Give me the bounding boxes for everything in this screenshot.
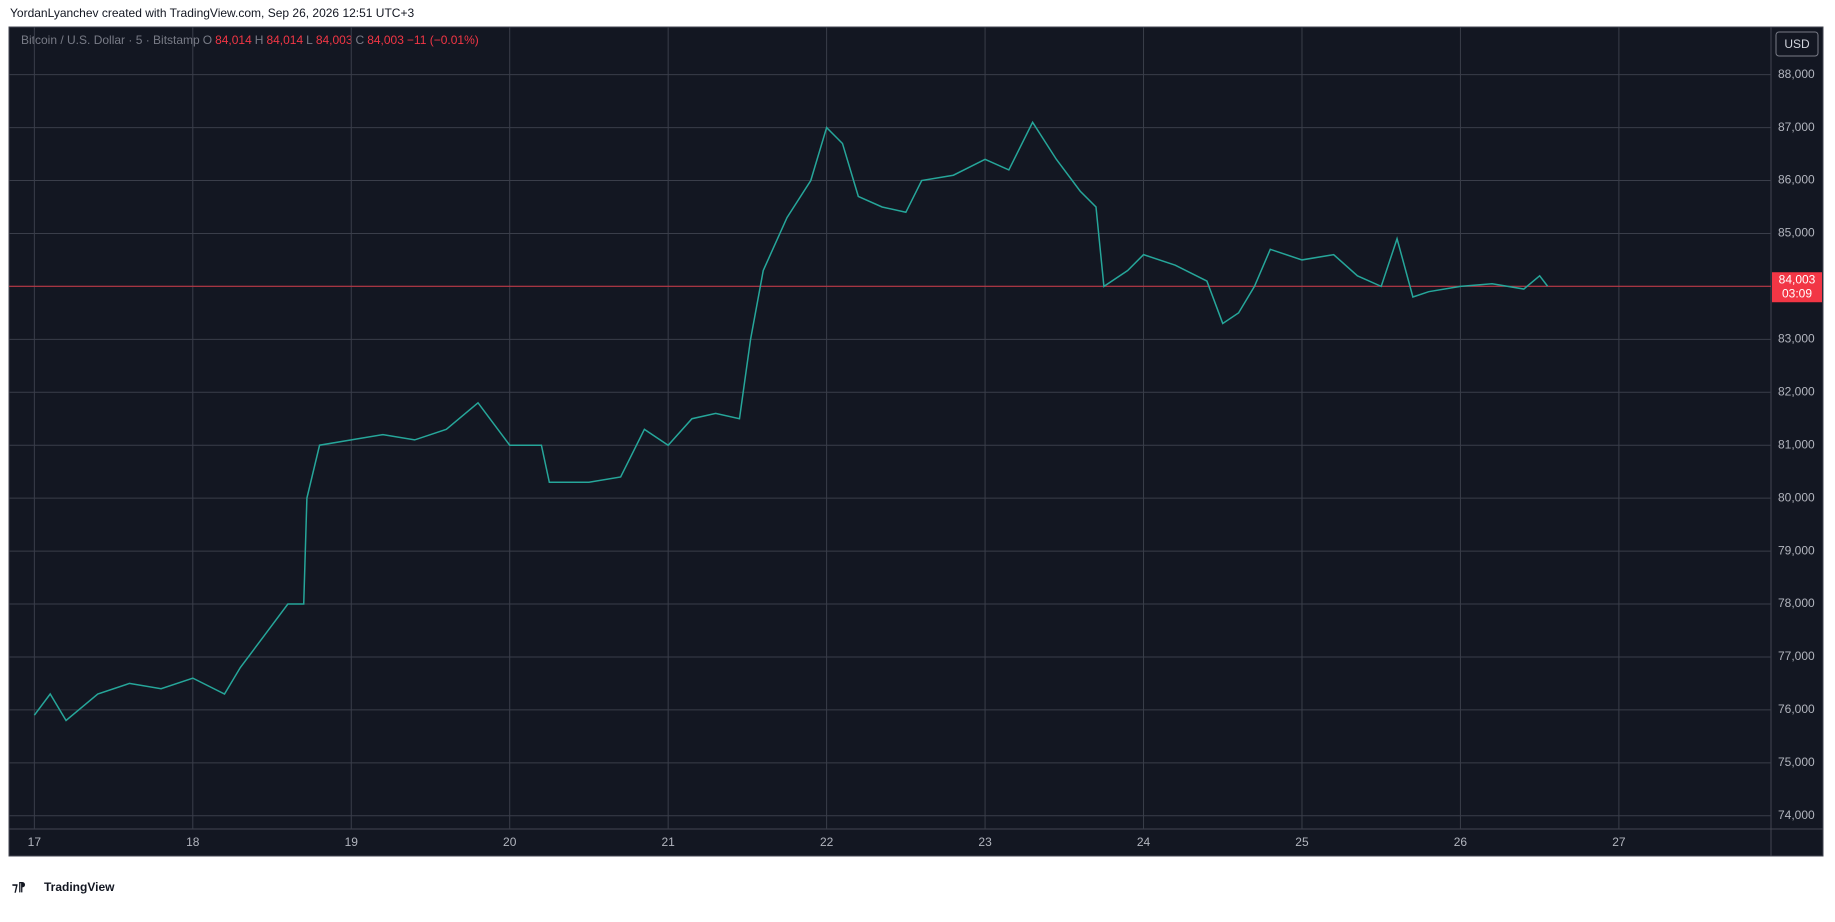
currency-label[interactable]: USD (1784, 37, 1810, 51)
x-tick-label: 27 (1612, 835, 1626, 849)
currency-button[interactable] (1775, 31, 1819, 57)
y-tick-label: 74,000 (1778, 808, 1815, 822)
y-tick-label: 81,000 (1778, 437, 1815, 451)
y-tick-label: 78,000 (1778, 596, 1815, 610)
y-tick-label: 86,000 (1778, 173, 1815, 187)
countdown-label: 03:09 (1782, 286, 1812, 300)
x-tick-label: 20 (503, 835, 517, 849)
y-tick-label: 85,000 (1778, 226, 1815, 240)
y-tick-label: 80,000 (1778, 490, 1815, 504)
ohlc-label: O (203, 33, 212, 47)
x-tick-label: 17 (28, 835, 42, 849)
ohlc-value: 84,003 (316, 33, 353, 47)
logo-mark: ⁊⁋ (12, 880, 26, 894)
ohlc-label: C (356, 33, 365, 47)
x-tick-label: 25 (1295, 835, 1309, 849)
y-tick-label: 77,000 (1778, 649, 1815, 663)
x-tick-label: 26 (1454, 835, 1468, 849)
x-tick-label: 23 (978, 835, 992, 849)
last-price-tag (1772, 272, 1822, 303)
x-tick-label: 24 (1137, 835, 1151, 849)
ohlc-label: H (255, 33, 264, 47)
ohlc-value: 84,014 (215, 33, 252, 47)
legend: Bitcoin / U.S. Dollar · 5 · Bitstamp O 84,… (21, 33, 479, 47)
price-line (33, 120, 1549, 722)
symbol: Bitcoin / U.S. Dollar · 5 · Bitstamp (21, 33, 200, 47)
x-tick-label: 21 (661, 835, 675, 849)
y-tick-label: 75,000 (1778, 755, 1815, 769)
y-tick-label: 83,000 (1778, 332, 1815, 346)
y-tick-label: 88,000 (1778, 67, 1815, 81)
ohlc-label: L (306, 33, 313, 47)
ohlc-value: 84,003 (367, 33, 404, 47)
y-tick-label: 87,000 (1778, 120, 1815, 134)
ohlc-value: 84,014 (266, 33, 303, 47)
logo-text: TradingView (44, 880, 115, 894)
chart-pane (8, 26, 1824, 857)
y-tick-label: 82,000 (1778, 384, 1815, 398)
last-price-label: 84,003 (1779, 272, 1816, 286)
x-tick-label: 22 (820, 835, 834, 849)
x-tick-label: 18 (186, 835, 200, 849)
logo: ⁊⁋ TradingView (12, 880, 115, 894)
x-tick-label: 19 (345, 835, 359, 849)
y-tick-label: 76,000 (1778, 702, 1815, 716)
attribution: YordanLyanchev created with TradingView.… (10, 6, 414, 20)
y-tick-label: 79,000 (1778, 543, 1815, 557)
change: −11 (−0.01%) (407, 33, 479, 47)
